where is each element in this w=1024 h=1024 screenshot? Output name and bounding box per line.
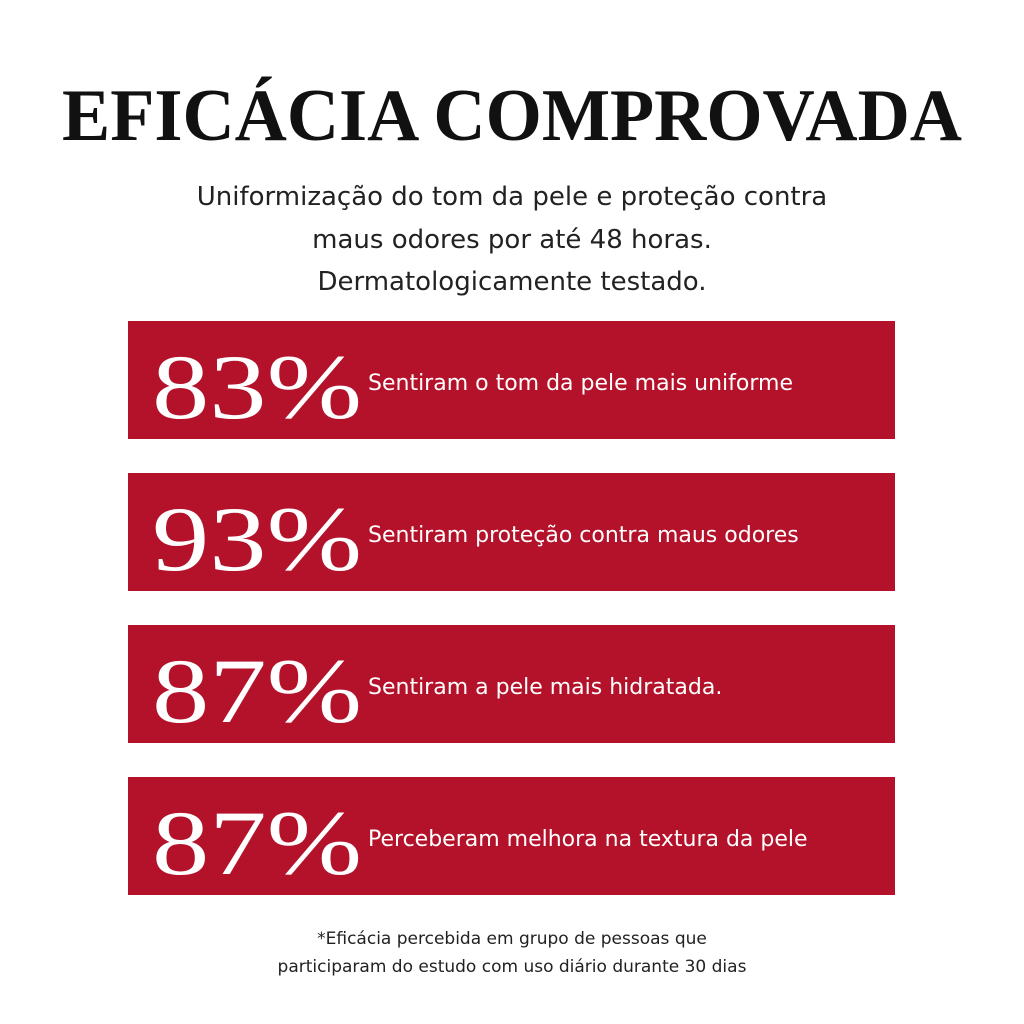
subtitle-line: maus odores por até 48 horas. [312, 225, 712, 255]
stat-text: Sentiram proteção contra maus odores [368, 523, 799, 548]
stat-value: 93% [152, 488, 362, 590]
footnote-line: participaram do estudo com uso diário du… [278, 957, 747, 977]
stat-value: 87% [152, 792, 362, 894]
stat-value: 87% [152, 640, 362, 742]
stat-text: Sentiram a pele mais hidratada. [368, 675, 722, 700]
stats: 83% Sentiram o tom da pele mais uniforme 9… [128, 321, 895, 895]
title: EFICÁCIA COMPROVADA [62, 75, 962, 157]
stat-text: Sentiram o tom da pele mais uniforme [368, 371, 793, 396]
stat-box [128, 625, 895, 743]
subtitle-line: Uniformização do tom da pele e proteção … [197, 182, 828, 212]
subtitle-line: Dermatologicamente testado. [317, 267, 706, 297]
stat-box [128, 321, 895, 439]
stat-box [128, 473, 895, 591]
footnote-line: *Eficácia percebida em grupo de pessoas … [317, 929, 707, 949]
stat-value: 83% [152, 336, 362, 438]
stat-text: Perceberam melhora na textura da pele [368, 827, 808, 852]
stat-box [128, 777, 895, 895]
